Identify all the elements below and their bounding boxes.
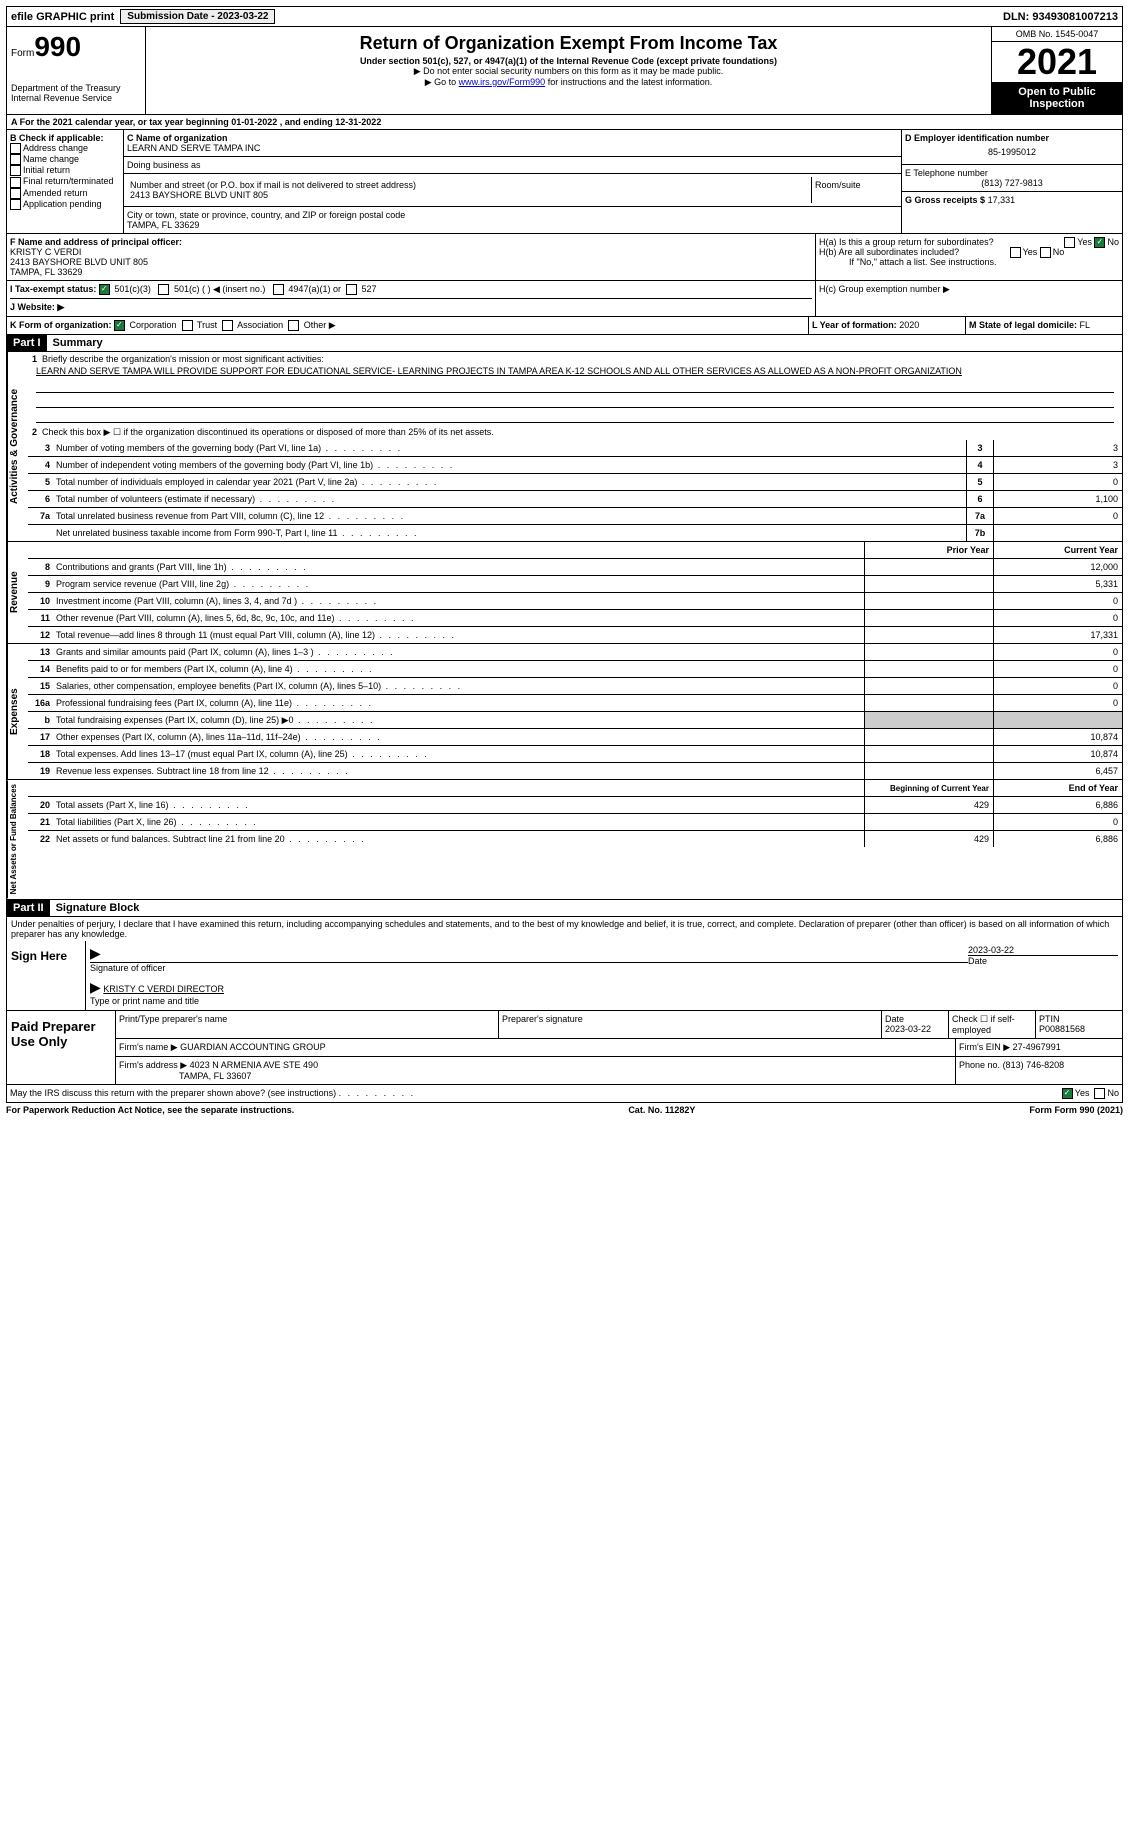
officer-printed-name: KRISTY C VERDI DIRECTOR [103, 984, 224, 994]
checkbox-address-change[interactable] [10, 143, 21, 154]
firm-phone: (813) 746-8208 [1003, 1060, 1065, 1070]
revenue-section: Revenue Prior Year Current Year 8Contrib… [6, 542, 1123, 644]
form-number: 990 [34, 31, 81, 62]
page-footer: For Paperwork Reduction Act Notice, see … [6, 1103, 1123, 1117]
efile-label: efile GRAPHIC print [11, 11, 114, 23]
form-id: Form Form 990 (2021) [1029, 1103, 1123, 1117]
dln: DLN: 93493081007213 [1003, 11, 1118, 23]
phone: (813) 727-9813 [905, 178, 1119, 188]
declaration: Under penalties of perjury, I declare th… [6, 917, 1123, 941]
form-header: Form990 Department of the Treasury Inter… [6, 27, 1123, 115]
form-subtitle: Under section 501(c), 527, or 4947(a)(1)… [150, 56, 987, 66]
part1-header: Part I Summary [6, 335, 1123, 352]
summary-line: 14Benefits paid to or for members (Part … [28, 661, 1122, 678]
signature-block: Sign Here ▶ Signature of officer 2023-03… [6, 941, 1123, 1085]
summary-line: 18Total expenses. Add lines 13–17 (must … [28, 746, 1122, 763]
checkbox-name-change[interactable] [10, 154, 21, 165]
summary-line: 19Revenue less expenses. Subtract line 1… [28, 763, 1122, 779]
org-name: LEARN AND SERVE TAMPA INC [127, 143, 898, 153]
tax-year: 2021 [992, 42, 1122, 82]
ein: 85-1995012 [905, 143, 1119, 161]
gross-receipts: 17,331 [988, 195, 1016, 205]
checkbox-initial-return[interactable] [10, 165, 21, 176]
summary-line: 7aTotal unrelated business revenue from … [28, 508, 1122, 525]
irs-link[interactable]: www.irs.gov/Form990 [459, 77, 546, 87]
summary-line: 11Other revenue (Part VIII, column (A), … [28, 610, 1122, 627]
summary-line: 5Total number of individuals employed in… [28, 474, 1122, 491]
form-title: Return of Organization Exempt From Incom… [150, 33, 987, 54]
note-ssn: ▶ Do not enter social security numbers o… [150, 66, 987, 77]
form-prefix: Form [11, 48, 34, 59]
officer-name: KRISTY C VERDI [10, 247, 812, 257]
summary-line: 17Other expenses (Part IX, column (A), l… [28, 729, 1122, 746]
summary-line: 8Contributions and grants (Part VIII, li… [28, 559, 1122, 576]
summary-line: 4Number of independent voting members of… [28, 457, 1122, 474]
summary-line: 21Total liabilities (Part X, line 26)0 [28, 814, 1122, 831]
summary-line: 13Grants and similar amounts paid (Part … [28, 644, 1122, 661]
checkbox-pending[interactable] [10, 199, 21, 210]
year-formation: 2020 [899, 320, 919, 330]
summary-line: 9Program service revenue (Part VIII, lin… [28, 576, 1122, 593]
top-bar: efile GRAPHIC print Submission Date - 20… [6, 6, 1123, 27]
section-hc: H(c) Group exemption number ▶ [816, 281, 1122, 316]
summary-line: bTotal fundraising expenses (Part IX, co… [28, 712, 1122, 729]
submission-date: Submission Date - 2023-03-22 [120, 9, 275, 24]
expenses-section: Expenses 13Grants and similar amounts pa… [6, 644, 1123, 780]
org-city: TAMPA, FL 33629 [127, 220, 898, 230]
mission-text: LEARN AND SERVE TAMPA WILL PROVIDE SUPPO… [32, 364, 1118, 378]
section-c: C Name of organization LEARN AND SERVE T… [124, 130, 902, 233]
net-assets-section: Net Assets or Fund Balances Beginning of… [6, 780, 1123, 899]
summary-line: 20Total assets (Part X, line 16)4296,886 [28, 797, 1122, 814]
note-link: ▶ Go to www.irs.gov/Form990 for instruct… [150, 77, 987, 88]
officer-city: TAMPA, FL 33629 [10, 267, 812, 277]
checkbox-final-return[interactable] [10, 177, 21, 188]
org-address: 2413 BAYSHORE BLVD UNIT 805 [130, 190, 808, 200]
firm-city: TAMPA, FL 33607 [179, 1071, 251, 1081]
summary-line: 22Net assets or fund balances. Subtract … [28, 831, 1122, 847]
summary-line: 10Investment income (Part VIII, column (… [28, 593, 1122, 610]
info-grid: B Check if applicable: Address change Na… [6, 130, 1123, 234]
summary-line: 16aProfessional fundraising fees (Part I… [28, 695, 1122, 712]
section-klm: K Form of organization: Corporation Trus… [6, 317, 1123, 335]
summary-line: 6Total number of volunteers (estimate if… [28, 491, 1122, 508]
ptin: P00881568 [1039, 1024, 1085, 1034]
checkbox-amended[interactable] [10, 188, 21, 199]
firm-addr: 4023 N ARMENIA AVE STE 490 [190, 1060, 318, 1070]
summary-line: 15Salaries, other compensation, employee… [28, 678, 1122, 695]
officer-addr: 2413 BAYSHORE BLVD UNIT 805 [10, 257, 812, 267]
section-deg: D Employer identification number 85-1995… [902, 130, 1122, 233]
section-fh: F Name and address of principal officer:… [6, 234, 1123, 281]
dept-label: Department of the Treasury Internal Reve… [11, 83, 141, 103]
section-b: B Check if applicable: Address change Na… [7, 130, 124, 233]
sig-date-val: 2023-03-22 [968, 945, 1118, 955]
summary-line: Net unrelated business taxable income fr… [28, 525, 1122, 541]
activities-governance: Activities & Governance 1 Briefly descri… [6, 352, 1123, 542]
section-a: A For the 2021 calendar year, or tax yea… [6, 115, 1123, 130]
dba-label: Doing business as [124, 157, 901, 174]
firm-ein: 27-4967991 [1013, 1042, 1061, 1052]
omb-number: OMB No. 1545-0047 [992, 27, 1122, 42]
section-ij: I Tax-exempt status: 501(c)(3) 501(c) ( … [6, 281, 1123, 317]
prep-date: 2023-03-22 [885, 1024, 931, 1034]
website: J Website: ▶ [10, 299, 812, 313]
summary-line: 3Number of voting members of the governi… [28, 440, 1122, 457]
discuss-row: May the IRS discuss this return with the… [6, 1085, 1123, 1103]
open-to-public: Open to Public Inspection [992, 82, 1122, 114]
state-domicile: FL [1080, 320, 1091, 330]
summary-line: 12Total revenue—add lines 8 through 11 (… [28, 627, 1122, 643]
room-suite: Room/suite [812, 177, 898, 203]
firm-name: GUARDIAN ACCOUNTING GROUP [180, 1042, 326, 1052]
part2-header: Part II Signature Block [6, 900, 1123, 917]
